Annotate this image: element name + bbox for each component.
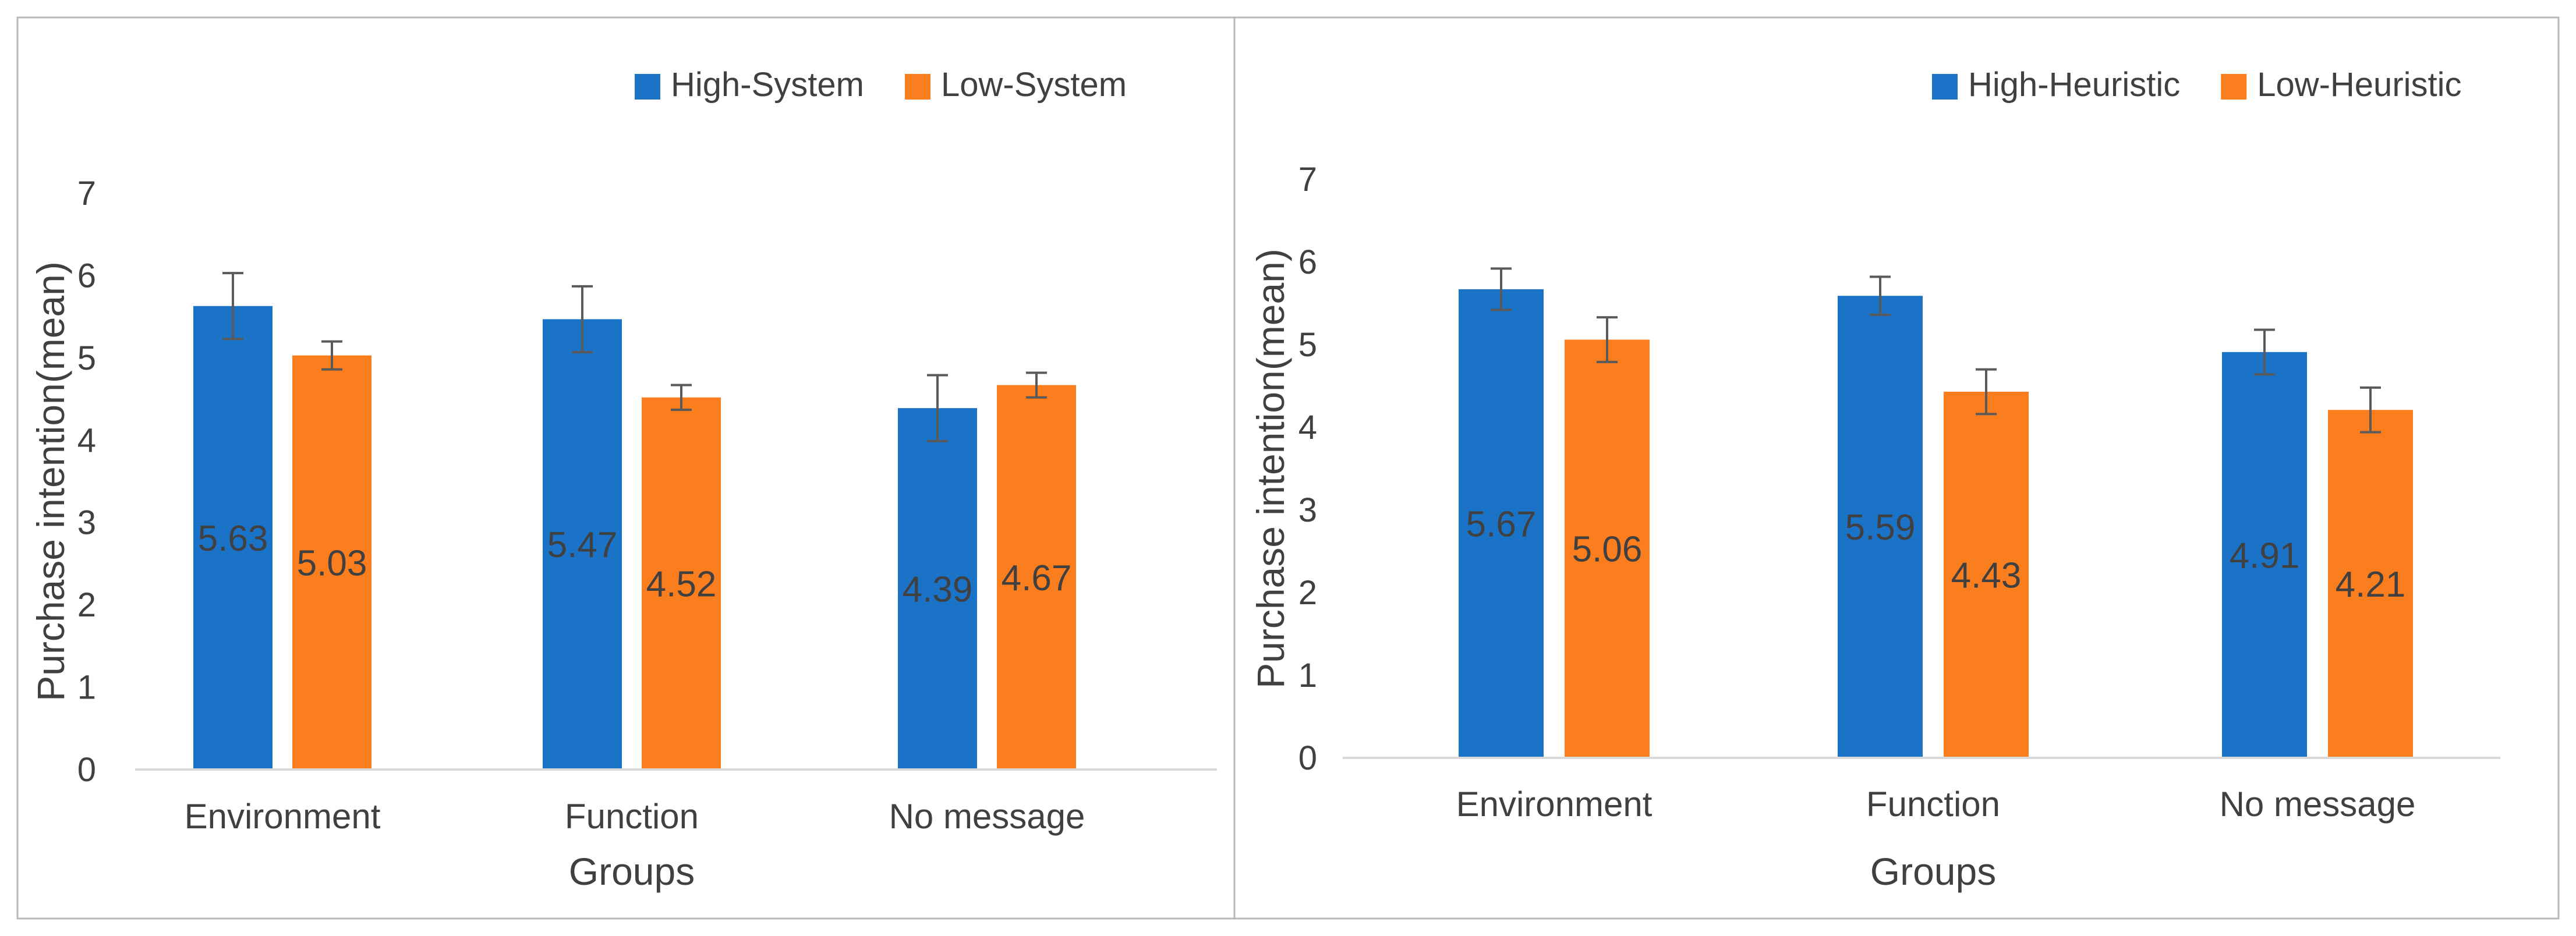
y-tick-label: 2 <box>1298 574 1317 612</box>
right-chart-panel: High-Heuristic Low-Heuristic 0 1 2 3 4 5 6 7 Purch… <box>1233 16 2560 920</box>
y-tick-label: 2 <box>77 586 96 624</box>
y-tick-label: 1 <box>1298 657 1317 694</box>
y-tick-label: 6 <box>1298 243 1317 281</box>
y-axis-title: Purchase intention(mean) <box>29 261 72 701</box>
bar <box>2328 410 2413 758</box>
x-category-label: Function <box>1866 785 2000 824</box>
y-tick-label: 0 <box>1298 739 1317 777</box>
data-label: 4.21 <box>2336 565 2406 605</box>
data-label: 4.39 <box>903 570 973 610</box>
data-label: 5.06 <box>1572 530 1643 570</box>
x-category-label: Environment <box>1456 785 1653 824</box>
x-axis-title: Groups <box>1870 850 1996 893</box>
y-tick-label: 0 <box>77 751 96 789</box>
x-category-label: Environment <box>185 797 381 836</box>
error-bar <box>1026 371 1047 399</box>
bar <box>1838 296 1923 758</box>
legend-label: Low-System <box>941 66 1127 104</box>
error-bar <box>927 374 948 442</box>
y-tick-label: 3 <box>77 504 96 542</box>
y-tick-label: 5 <box>77 339 96 377</box>
data-label: 5.03 <box>297 543 367 583</box>
error-bar <box>321 340 342 371</box>
bar <box>642 397 721 770</box>
left-chart-panel: High-System Low-System 0 1 2 3 4 5 6 7 Purchase in… <box>16 16 1236 920</box>
data-label: 5.63 <box>198 519 268 559</box>
legend-swatch <box>2221 74 2247 100</box>
error-bar <box>572 285 593 353</box>
error-bar <box>222 272 243 341</box>
bar <box>2222 352 2307 758</box>
error-bar <box>2360 386 2381 434</box>
y-tick-label: 4 <box>77 421 96 459</box>
chart-panel-border <box>1233 16 2560 920</box>
y-tick-label: 4 <box>1298 409 1317 446</box>
y-axis-title: Purchase intention(mean) <box>1249 249 1292 689</box>
legend-swatch <box>904 74 930 100</box>
error-bar <box>1870 275 1891 316</box>
y-tick-label: 5 <box>1298 326 1317 364</box>
legend-label: High-System <box>671 66 864 104</box>
x-category-label: Function <box>565 797 699 836</box>
y-tick-label: 1 <box>77 669 96 707</box>
data-label: 4.67 <box>1002 558 1072 598</box>
bar <box>1565 339 1650 758</box>
legend-swatch <box>1932 74 1958 100</box>
bar <box>292 355 371 770</box>
error-bar <box>671 384 692 411</box>
x-axis-title: Groups <box>569 850 695 893</box>
bar <box>1459 289 1544 758</box>
bar <box>1944 391 2029 758</box>
bar <box>543 319 622 770</box>
data-label: 4.43 <box>1951 555 2022 595</box>
legend-swatch <box>635 74 660 100</box>
y-tick-label: 6 <box>77 257 96 295</box>
legend: High-Heuristic Low-Heuristic <box>1932 66 2462 104</box>
legend-label: High-Heuristic <box>1968 66 2180 104</box>
x-category-label: No message <box>2220 785 2416 824</box>
y-tick-label: 7 <box>77 175 96 212</box>
y-tick-label: 3 <box>1298 491 1317 529</box>
x-category-label: No message <box>889 797 1085 836</box>
error-bar <box>1597 316 1618 363</box>
data-label: 4.91 <box>2230 536 2300 576</box>
error-bar <box>1491 267 1512 311</box>
data-label: 5.47 <box>547 525 618 565</box>
y-tick-label: 7 <box>1298 161 1317 198</box>
data-label: 5.59 <box>1845 508 1916 548</box>
bar <box>997 385 1076 770</box>
bar <box>898 408 977 770</box>
legend-label: Low-Heuristic <box>2257 66 2461 104</box>
data-label: 5.67 <box>1466 504 1537 544</box>
error-bar <box>1976 368 1997 416</box>
error-bar <box>2254 328 2275 376</box>
legend: High-System Low-System <box>635 66 1127 104</box>
data-label: 4.52 <box>646 564 717 604</box>
bar <box>193 306 273 770</box>
